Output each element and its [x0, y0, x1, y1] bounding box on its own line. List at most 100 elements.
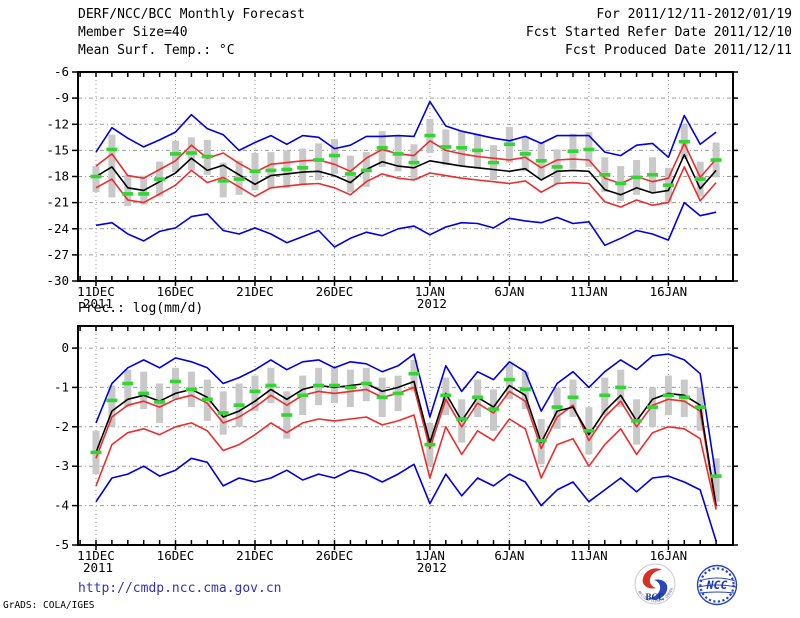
climate-spread-bar [346, 369, 354, 408]
reference-dash [376, 395, 388, 400]
reference-dash [233, 177, 245, 181]
reference-dash [615, 385, 627, 390]
reference-dash [503, 142, 515, 147]
climate-spread-bar [458, 399, 466, 443]
climate-spread-bar [633, 160, 641, 195]
reference-dash [488, 407, 499, 411]
reference-dash [122, 192, 134, 196]
climate-spread-bar [442, 129, 450, 166]
y-tick-label: -1 [54, 379, 69, 394]
reference-dash [217, 411, 229, 415]
climate-spread-bar [426, 422, 434, 467]
y-tick-label: -21 [46, 195, 69, 210]
climate-spread-bar [172, 140, 179, 173]
header-row-2: Member Size=40 Fcst Started Refer Date 2… [78, 25, 792, 40]
reference-dash [599, 393, 611, 398]
climate-spread-bar [505, 363, 513, 400]
reference-dash [583, 429, 595, 433]
climate-spread-bar [331, 367, 338, 404]
reference-dash [456, 146, 468, 150]
reference-dash [170, 152, 181, 156]
climate-spread-bar [664, 167, 672, 203]
reference-dash [567, 395, 579, 400]
reference-dash [170, 379, 181, 384]
climate-spread-bar [251, 375, 259, 412]
y-tick-label: -30 [46, 273, 69, 288]
y-tick-label: -15 [46, 142, 69, 157]
reference-dash [217, 179, 229, 183]
header-row-1: DERF/NCC/BCC Monthly Forecast For 2011/1… [78, 7, 792, 22]
reference-dash [392, 391, 404, 396]
climate-spread-bar [331, 139, 338, 174]
forecast-period: For 2011/12/11-2012/01/19 [596, 7, 792, 22]
climate-spread-bar [601, 157, 609, 193]
reference-dash [647, 405, 658, 409]
reference-dash [535, 438, 547, 443]
climate-spread-bar [394, 375, 402, 412]
reference-dash [424, 442, 436, 447]
y-tick-label: -6 [54, 64, 69, 79]
precip-panel-title: Prec.: log(mm/d) [78, 301, 204, 316]
x-tick-label: 6JAN [494, 548, 524, 563]
climate-spread-bar [601, 377, 609, 415]
ncc-globe-lines [697, 577, 737, 594]
climate-spread-bar [235, 383, 243, 427]
reference-dash [488, 160, 499, 165]
reference-dash [329, 383, 340, 388]
reference-dash [599, 173, 611, 177]
agency-logos: BEIJING CLIMATE CENTER BCC NCC [628, 562, 744, 612]
reference-dash [313, 383, 325, 388]
climate-spread-bar [378, 131, 386, 167]
climate-spread-bar [315, 143, 323, 180]
x-year-label: 2011 [83, 560, 113, 575]
y-tick-label: -2 [54, 419, 69, 434]
climate-spread-bar [219, 162, 227, 198]
reference-dash [233, 403, 245, 407]
reference-dash [106, 147, 118, 152]
climate-spread-bar [585, 407, 593, 455]
ncc-logo-text: NCC [706, 578, 728, 592]
climate-spread-bar [617, 369, 625, 408]
mean-plus-spread-line [95, 386, 717, 508]
x-tick-label: 26DEC [316, 284, 354, 299]
x-year-label: 2012 [417, 296, 447, 311]
reference-dash [647, 173, 658, 177]
climate-spread-bar [537, 419, 545, 465]
ensemble-min-line [95, 201, 717, 248]
ensemble-max-line [95, 100, 717, 159]
reference-dash [615, 181, 627, 186]
climate-spread-bar [649, 157, 656, 193]
x-tick-label: 16JAN [650, 284, 688, 299]
reference-dash [662, 393, 674, 398]
reference-dash [138, 391, 150, 396]
mean-minus-spread-line [95, 166, 717, 208]
y-tick-label: -18 [46, 169, 69, 184]
climate-spread-bar [521, 136, 529, 172]
reference-dash [662, 183, 674, 187]
reference-dash [440, 393, 452, 398]
y-tick-label: -4 [54, 498, 69, 513]
reference-dash [185, 151, 197, 155]
reference-dash [106, 398, 118, 403]
plot-title: DERF/NCC/BCC Monthly Forecast [78, 7, 305, 22]
ensemble-min-line [95, 457, 717, 542]
reference-dash [376, 146, 388, 150]
climate-spread-bar [283, 391, 291, 439]
reference-dash [201, 397, 213, 402]
climate-spread-bar [696, 387, 704, 431]
climate-spread-bar [92, 166, 100, 193]
reference-dash [297, 166, 309, 170]
reference-dash [631, 419, 643, 423]
reference-dash [472, 395, 484, 400]
mean-minus-spread-line [95, 414, 717, 510]
climate-spread-bar [92, 430, 100, 475]
bcc-logo-text: BCC [645, 592, 664, 602]
climate-spread-bar [394, 136, 402, 172]
x-tick-label: 16DEC [157, 548, 195, 563]
climate-spread-bar [124, 174, 132, 207]
climate-spread-bar [251, 153, 259, 191]
climate-spread-bar [346, 155, 354, 193]
reference-dash [329, 153, 340, 158]
climate-spread-bar [410, 144, 418, 180]
climate-spread-bar [235, 160, 243, 195]
